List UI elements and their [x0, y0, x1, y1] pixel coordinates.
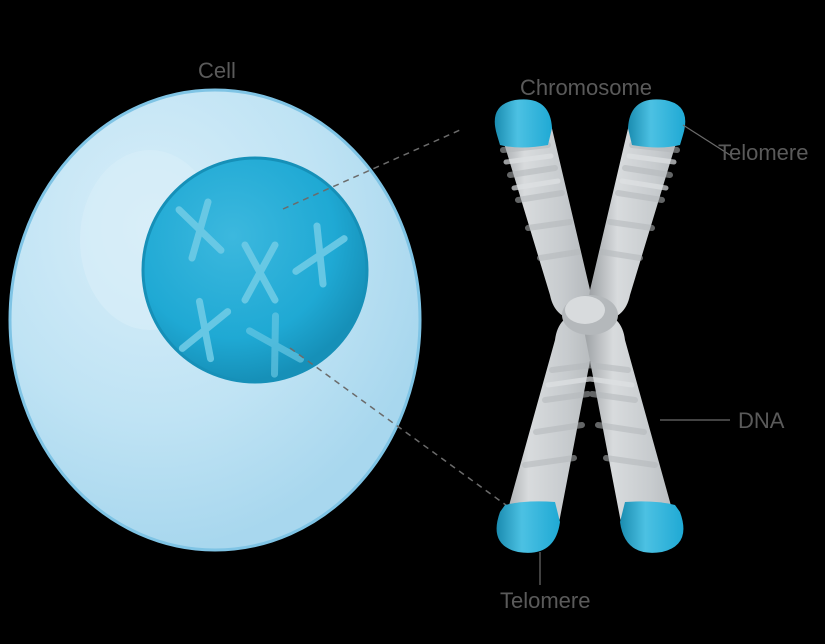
label-telomere-bottom: Telomere [500, 588, 590, 614]
label-telomere-top: Telomere [718, 140, 808, 166]
cell-chromosome-diagram [0, 0, 825, 644]
chromosome-large [495, 99, 686, 553]
label-chromosome: Chromosome [520, 75, 652, 101]
label-cell: Cell [198, 58, 236, 84]
label-dna: DNA [738, 408, 784, 434]
